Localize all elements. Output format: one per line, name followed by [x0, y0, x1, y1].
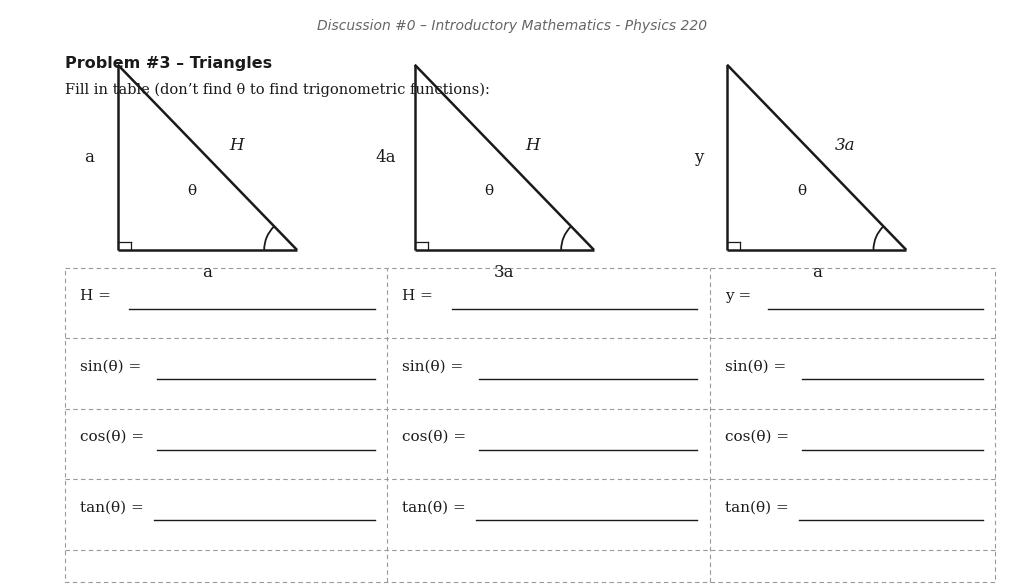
Text: y =: y = [725, 289, 752, 303]
Text: cos(θ) =: cos(θ) = [725, 430, 790, 444]
Text: sin(θ) =: sin(θ) = [80, 359, 141, 373]
Text: H: H [228, 137, 244, 154]
Text: H =: H = [402, 289, 433, 303]
Text: a: a [84, 149, 94, 166]
Text: 4a: 4a [376, 149, 396, 166]
Text: Fill in table (don’t find θ to find trigonometric functions):: Fill in table (don’t find θ to find trig… [65, 82, 489, 96]
Text: Problem #3 – Triangles: Problem #3 – Triangles [65, 56, 271, 71]
Text: 3a: 3a [494, 264, 515, 280]
Text: sin(θ) =: sin(θ) = [402, 359, 464, 373]
Text: a: a [203, 264, 212, 280]
Text: cos(θ) =: cos(θ) = [80, 430, 144, 444]
Text: sin(θ) =: sin(θ) = [725, 359, 786, 373]
Text: cos(θ) =: cos(θ) = [402, 430, 467, 444]
Text: 3a: 3a [835, 137, 856, 154]
Text: a: a [812, 264, 821, 280]
Text: θ: θ [484, 184, 494, 198]
Text: tan(θ) =: tan(θ) = [402, 500, 466, 514]
Text: H: H [525, 137, 541, 154]
Text: tan(θ) =: tan(θ) = [80, 500, 143, 514]
Text: θ: θ [187, 184, 197, 198]
Text: H =: H = [80, 289, 111, 303]
Text: Discussion #0 – Introductory Mathematics - Physics 220: Discussion #0 – Introductory Mathematics… [317, 19, 707, 33]
Text: y: y [693, 149, 703, 166]
Text: tan(θ) =: tan(θ) = [725, 500, 788, 514]
Text: θ: θ [797, 184, 806, 198]
